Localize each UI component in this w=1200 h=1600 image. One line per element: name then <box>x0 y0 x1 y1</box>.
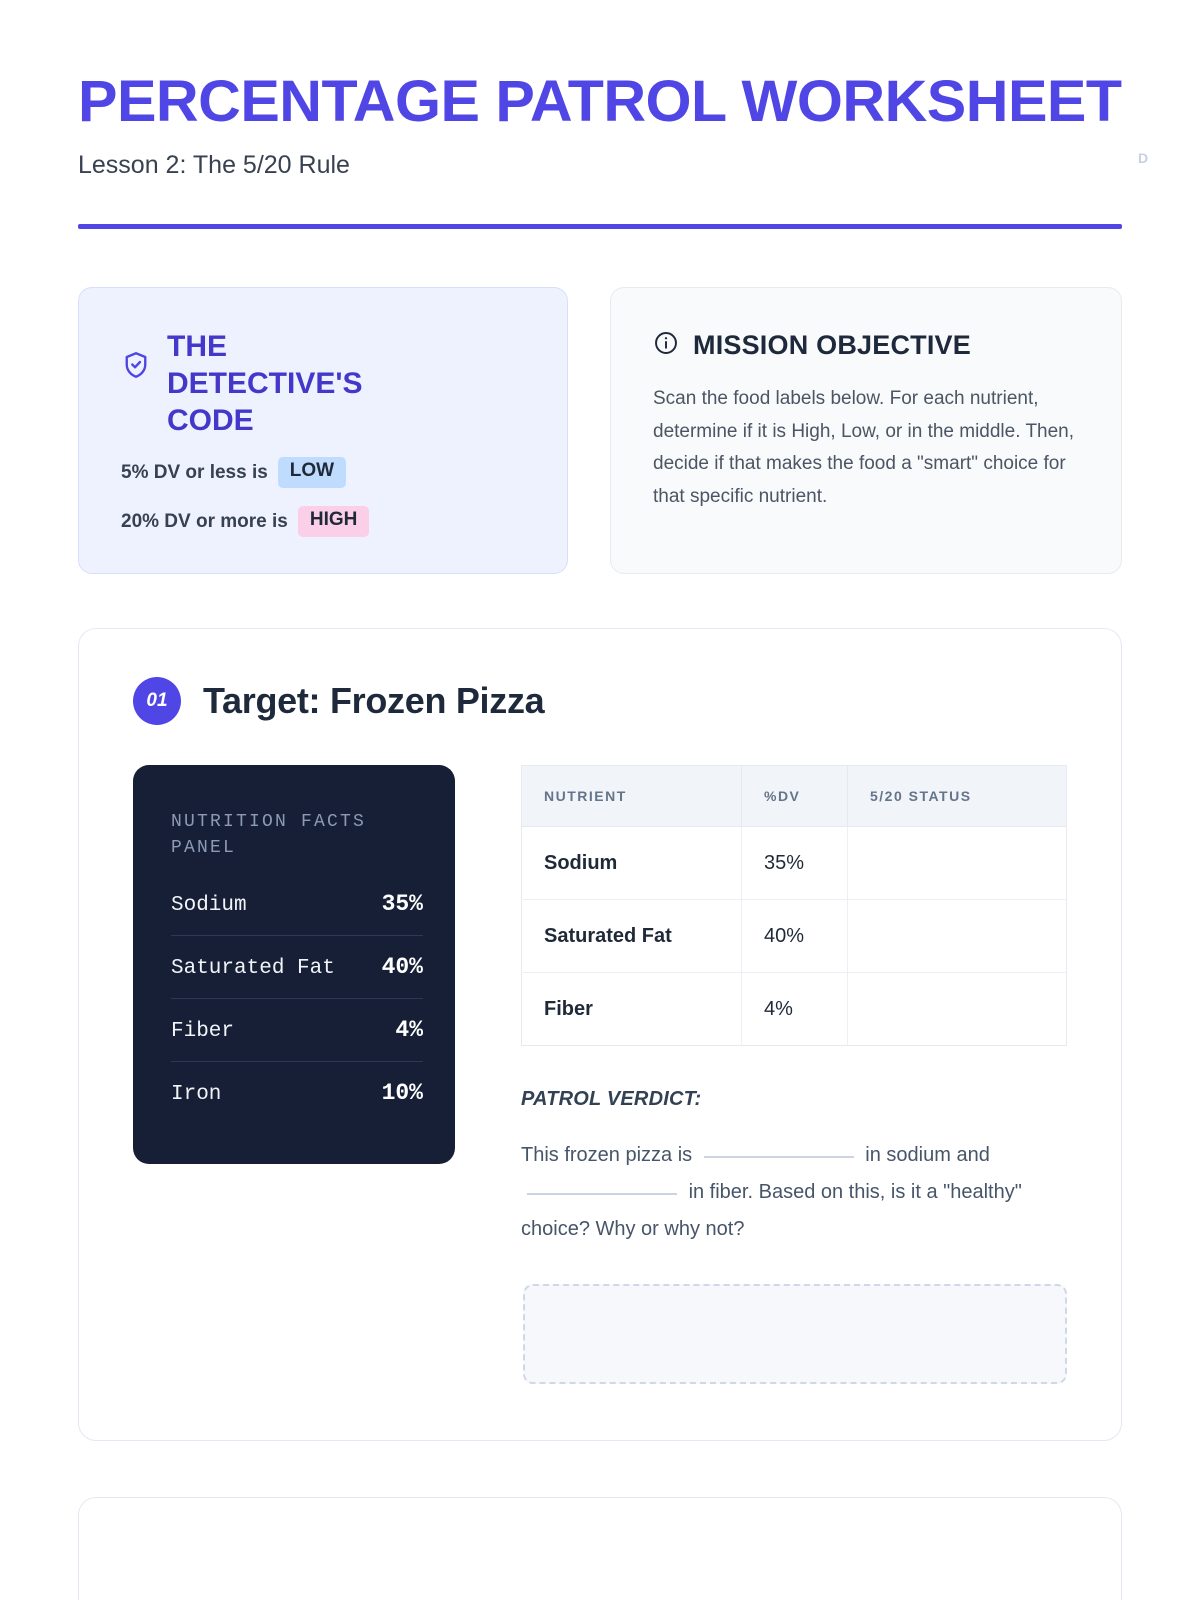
lesson-subtitle: Lesson 2: The 5/20 Rule <box>78 150 350 179</box>
cell-dv: 40% <box>741 899 848 974</box>
verdict-blank-sodium[interactable] <box>703 1156 854 1159</box>
status-badge-high: HIGH <box>297 506 370 538</box>
table-header-row: NUTRIENT %DV 5/20 STATUS <box>521 765 1067 828</box>
nutrition-facts-panel: NUTRITION FACTS PANEL Sodium 35% Saturat… <box>133 765 455 1165</box>
nutrient-name: Fiber <box>171 1020 235 1044</box>
column-header-dv: %DV <box>741 765 848 828</box>
page-title: PERCENTAGE PATROL WORKSHEET <box>78 69 1122 134</box>
nutrient-name: Saturated Fat <box>171 957 335 981</box>
column-header-nutrient: NUTRIENT <box>521 765 742 828</box>
cell-nutrient: Saturated Fat <box>521 899 742 974</box>
nutrition-panel-rows: Sodium 35% Saturated Fat 40% Fiber 4% Ir… <box>171 887 423 1124</box>
table-row: Saturated Fat 40% <box>521 899 1067 974</box>
table-row: Fiber 4% <box>521 972 1067 1046</box>
nutrition-panel-row: Saturated Fat 40% <box>171 935 423 998</box>
target-card-02 <box>78 1497 1122 1600</box>
nutrient-status-table: NUTRIENT %DV 5/20 STATUS Sodium 35% Satu… <box>521 765 1067 1047</box>
table-row: Sodium 35% <box>521 826 1067 901</box>
verdict-blank-fiber[interactable] <box>527 1193 677 1196</box>
page-header: PERCENTAGE PATROL WORKSHEET Lesson 2: Th… <box>78 0 1148 229</box>
verdict-part-2: in sodium and <box>865 1144 990 1167</box>
nutrient-value: 35% <box>381 891 423 918</box>
column-header-status: 5/20 STATUS <box>847 765 1067 828</box>
shield-check-icon <box>121 350 151 385</box>
nutrient-name: Sodium <box>171 894 247 918</box>
cell-dv: 4% <box>741 972 848 1046</box>
detectives-code-card: THE DETECTIVE'S CODE 5% DV or less is LO… <box>78 286 568 575</box>
subtitle-row: Lesson 2: The 5/20 Rule <box>78 151 1122 180</box>
target-header: 01 Target: Frozen Pizza <box>133 677 1067 726</box>
nutrient-value: 40% <box>381 954 423 981</box>
info-cards-row: THE DETECTIVE'S CODE 5% DV or less is LO… <box>78 286 1122 575</box>
cell-nutrient: Fiber <box>521 972 742 1046</box>
nutrient-name: Iron <box>171 1083 222 1107</box>
code-rule-high-text: 20% DV or more is <box>121 510 288 532</box>
code-rule-low: 5% DV or less is LOW <box>121 457 525 489</box>
mission-objective-header: MISSION OBJECTIVE <box>653 330 1075 361</box>
nutrition-panel-row: Sodium 35% <box>171 887 423 935</box>
code-rule-high: 20% DV or more is HIGH <box>121 506 525 538</box>
cell-status-input[interactable] <box>847 899 1067 974</box>
verdict-part-3: in fiber. Based on this, is it a "health… <box>521 1181 1022 1241</box>
mission-objective-body: Scan the food labels below. For each nut… <box>653 387 1075 507</box>
nutrient-value: 4% <box>395 1017 423 1044</box>
patrol-verdict-label: PATROL VERDICT: <box>521 1088 702 1111</box>
detectives-code-title: THE DETECTIVE'S CODE <box>167 329 363 438</box>
target-title: Target: Frozen Pizza <box>203 680 545 722</box>
nutrient-value: 10% <box>381 1080 423 1107</box>
code-rule-low-text: 5% DV or less is <box>121 461 268 483</box>
verdict-part-1: This frozen pizza is <box>521 1144 693 1167</box>
cell-status-input[interactable] <box>848 973 1067 1046</box>
mission-objective-title: MISSION OBJECTIVE <box>693 329 971 360</box>
header-divider <box>78 223 1122 229</box>
header-meta-text: D <box>1138 150 1150 166</box>
target-body: NUTRITION FACTS PANEL Sodium 35% Saturat… <box>133 765 1067 1385</box>
verdict-answer-box[interactable] <box>523 1284 1067 1385</box>
nutrition-panel-row: Iron 10% <box>171 1061 423 1124</box>
status-badge-low: LOW <box>277 457 347 489</box>
nutrition-panel-label: NUTRITION FACTS PANEL <box>171 812 367 859</box>
nutrition-panel-row: Fiber 4% <box>171 998 423 1061</box>
cell-dv: 35% <box>741 826 848 901</box>
mission-objective-card: MISSION OBJECTIVE Scan the food labels b… <box>610 286 1122 575</box>
patrol-verdict-text: This frozen pizza is in sodium and in fi… <box>521 1137 1067 1248</box>
cell-nutrient: Sodium <box>521 826 742 901</box>
target-card-01: 01 Target: Frozen Pizza NUTRITION FACTS … <box>78 628 1122 1442</box>
cell-status-input[interactable] <box>847 826 1067 901</box>
detectives-code-header: THE DETECTIVE'S CODE <box>121 328 525 440</box>
info-circle-icon <box>653 330 679 361</box>
target-number-badge: 01 <box>133 677 181 726</box>
target-right-column: NUTRIENT %DV 5/20 STATUS Sodium 35% Satu… <box>521 765 1067 1385</box>
